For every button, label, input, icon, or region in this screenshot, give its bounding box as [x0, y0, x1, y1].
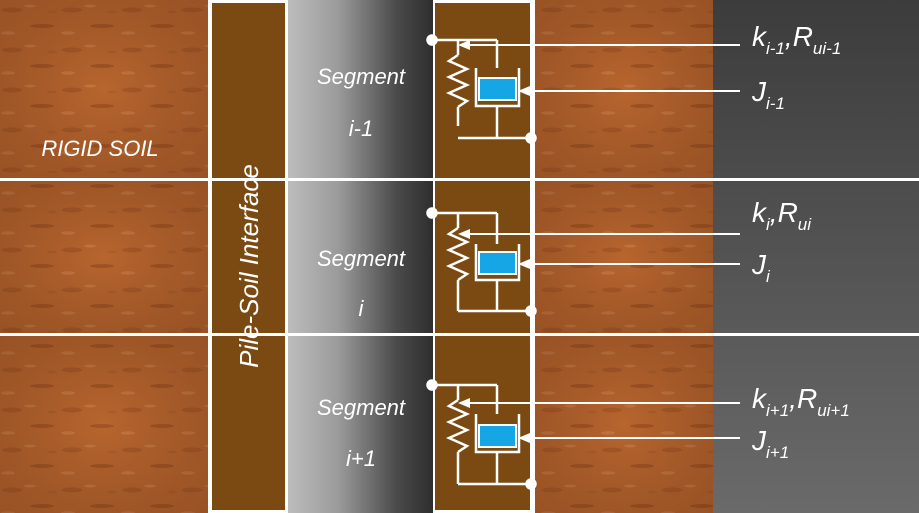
spring-dashpot-1: [426, 34, 537, 144]
right-background: [713, 0, 919, 513]
dashpot-1-icon: [478, 77, 517, 101]
segment-group-3: Segment i+1 ki+1,Rui+1 Ji+1: [317, 379, 850, 490]
segment-3-title: Segment: [317, 395, 406, 420]
segment-1-damping-label: Ji-1: [751, 76, 785, 113]
pile-segments: [288, 0, 433, 513]
segment-2-damping-label: Ji: [751, 249, 771, 286]
segment-group-1: Segment i-1 ki-1,Rui-1 Ji-1: [317, 21, 841, 144]
left-soil-column: [0, 0, 208, 513]
dashpot-2-icon: [478, 251, 517, 275]
segment-separators: [0, 178, 919, 336]
segment-1-index: i-1: [349, 116, 373, 141]
spring-dashpot-2: [426, 207, 537, 317]
interface-label: Pile-Soil Interface: [234, 164, 264, 368]
interface-column: [210, 1, 287, 512]
segment-1-title: Segment: [317, 64, 406, 89]
segment-2-title: Segment: [317, 246, 406, 271]
rigid-soil-label: RIGID SOIL: [41, 136, 158, 161]
segment-2-stiffness-label: ki,Rui: [752, 197, 812, 234]
segment-1-stiffness-label: ki-1,Rui-1: [752, 21, 841, 58]
segment-2-index: i: [359, 296, 365, 321]
segment-3-stiffness-label: ki+1,Rui+1: [752, 383, 850, 420]
right-soil-column: [535, 0, 713, 513]
segment-3-index: i+1: [346, 446, 376, 471]
dashpot-3-icon: [478, 424, 517, 448]
segment-group-2: Segment i ki,Rui Ji: [317, 197, 812, 321]
segment-3-damping-label: Ji+1: [751, 425, 789, 462]
spring-dashpot-3: [426, 379, 537, 490]
